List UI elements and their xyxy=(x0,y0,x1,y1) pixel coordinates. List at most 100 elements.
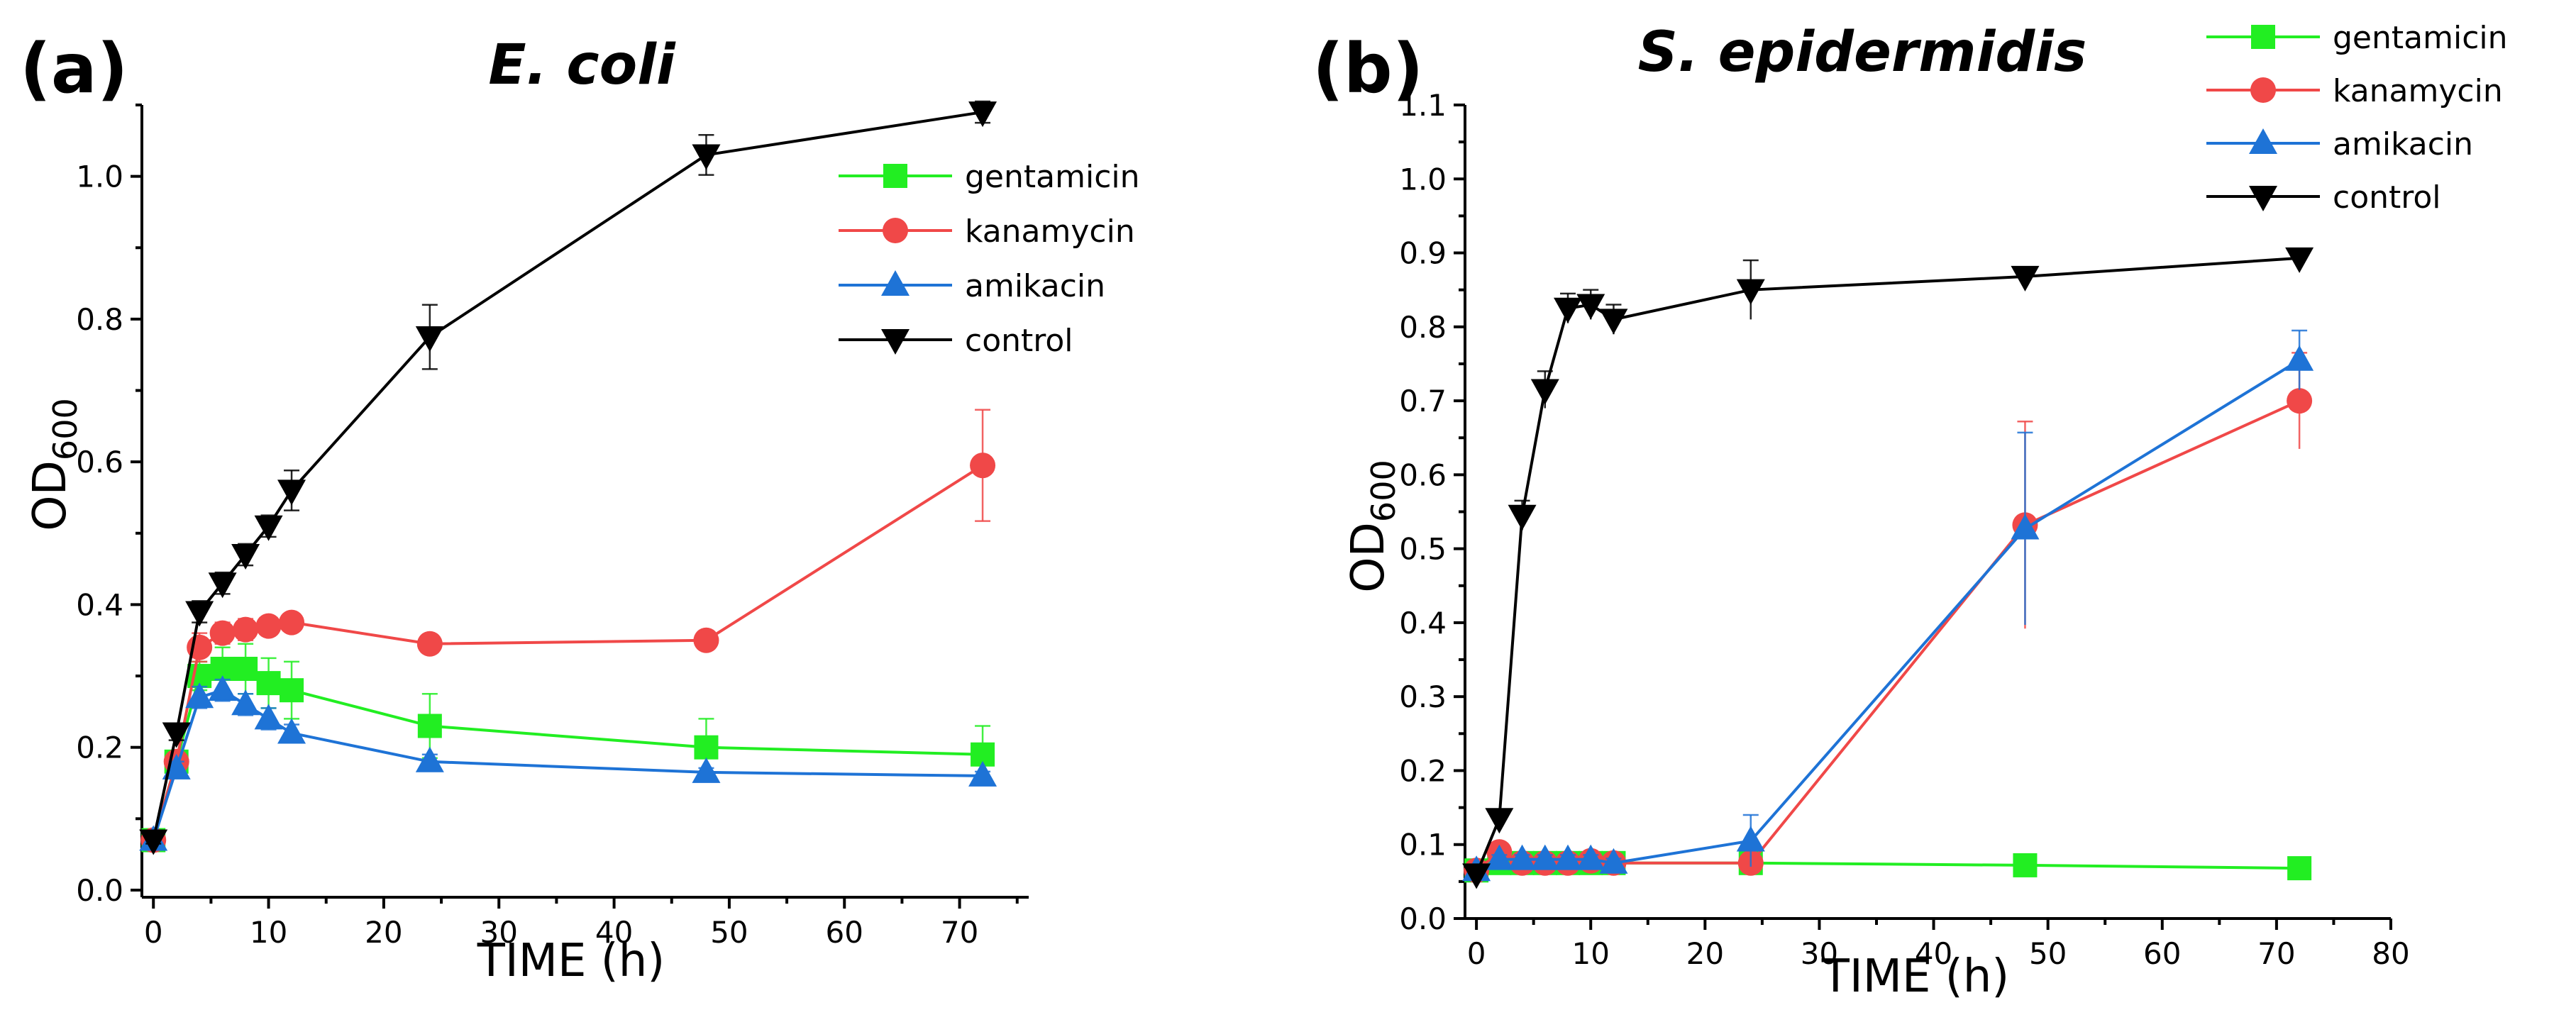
panel-b-series-amikacin xyxy=(1462,329,2314,882)
panel-a-kanamycin-point xyxy=(233,616,259,643)
panel-b-x-tick-label: 30 xyxy=(1801,936,1838,971)
panel-a-chart: (a) E. coli 0 10 20 30 40 50 60 700.00.20.40.60… xyxy=(20,29,1140,987)
panel-b-x-tick-label: 10 xyxy=(1571,936,1609,971)
panel-b-control-point xyxy=(1736,279,1765,305)
panel-a-control-point xyxy=(415,326,444,353)
panel-b-control-point xyxy=(1576,294,1605,320)
panel-b-series-control xyxy=(1462,247,2314,889)
panel-a-x-tick-label: 40 xyxy=(595,915,633,950)
panel-b-y-tick-label: 0.6 xyxy=(1399,457,1447,492)
panel-b-y-tick-label: 0.9 xyxy=(1399,236,1447,271)
panel-b-gentamicin-point xyxy=(2013,853,2038,877)
panel-b-y-tick-label: 0.8 xyxy=(1399,310,1447,345)
panel-a-amikacin-point xyxy=(231,689,260,716)
panel-b-legend-label-gentamicin: gentamicin xyxy=(2333,20,2508,56)
panel-b-amikacin-point xyxy=(1599,848,1628,874)
panel-b-amikacin-point xyxy=(2011,514,2040,540)
panel-b-title: S. epidermidis xyxy=(1638,21,2087,84)
panel-a-y-tick-label: 0.6 xyxy=(76,445,123,479)
panel-a-control-point xyxy=(185,601,214,627)
panel-a-control-point xyxy=(254,515,283,541)
panel-a-y-tick-label: 0.0 xyxy=(76,873,123,908)
panel-a-legend-label-kanamycin: kanamycin xyxy=(965,213,1135,250)
panel-a-amikacin-point xyxy=(254,704,283,730)
panel-a-amikacin-point xyxy=(185,682,214,709)
panel-a-kanamycin-point xyxy=(416,631,443,657)
panel-b-y-tick-label: 0.4 xyxy=(1399,606,1447,640)
panel-a-amikacin-point xyxy=(968,760,997,787)
panel-b-x-tick-label: 40 xyxy=(1915,936,1952,971)
panel-b-y-tick-label: 0.0 xyxy=(1399,901,1447,936)
panel-b-kanamycin-point xyxy=(2287,388,2313,414)
panel-a-x-tick-label: 0 xyxy=(144,915,163,950)
panel-a-legend-label-control: control xyxy=(965,323,1073,359)
panel-a-amikacin-point xyxy=(692,757,721,783)
panel-a-title: E. coli xyxy=(488,33,676,97)
panel-a-x-tick-label: 30 xyxy=(480,915,518,950)
panel-b-y-tick-label: 0.7 xyxy=(1399,384,1447,418)
panel-b-control-point xyxy=(1554,297,1582,323)
panel-a-legend-marker-amikacin xyxy=(881,270,910,296)
panel-b-y-axis-title-main: OD xyxy=(1342,522,1395,593)
panel-b-amikacin-point xyxy=(1554,844,1582,870)
panel-a-y-tick-label: 0.4 xyxy=(76,587,123,622)
panel-b-x-tick-label: 0 xyxy=(1467,936,1486,971)
panel-a-control-point xyxy=(692,144,721,170)
panel-a-control-point xyxy=(277,479,306,506)
panel-b-amikacin-point xyxy=(1736,826,1765,852)
panel-b-y-tick-label: 0.5 xyxy=(1399,532,1447,567)
panel-b-amikacin-point xyxy=(1485,844,1514,870)
panel-a-x-tick-label: 50 xyxy=(710,915,748,950)
panel-a-series-kanamycin xyxy=(140,409,996,853)
panel-b-legend: gentamicin kanamycin amikacin control xyxy=(2206,20,2508,216)
panel-b-y-tick-label: 1.1 xyxy=(1399,88,1447,123)
panel-a-amikacin-point xyxy=(415,746,444,772)
panel-a-plot-area: 0 10 20 30 40 50 60 70 0.0 0.2 0.4 0.6 0.8 1.0 gentami… xyxy=(76,100,1140,950)
panel-b-x-tick-label: 50 xyxy=(2029,936,2067,971)
panel-b-y-axis-title: OD600 xyxy=(1342,460,1403,592)
panel-b-x-axis-title: TIME (h) xyxy=(1821,950,2009,1003)
panel-b-legend-label-amikacin: amikacin xyxy=(2333,126,2473,162)
panel-a-y-tick-label: 0.2 xyxy=(76,731,123,765)
panel-a-y-axis-title: OD600 xyxy=(24,398,84,531)
panel-b-amikacin-point xyxy=(2285,345,2314,371)
panel-b-label: (b) xyxy=(1312,29,1423,109)
panel-a-series-control xyxy=(139,100,997,855)
panel-b-x-tick-label: 60 xyxy=(2143,936,2181,971)
panel-a-kanamycin-point xyxy=(209,620,236,646)
panel-b-kanamycin-line xyxy=(1475,399,2300,872)
panel-a-x-tick-label: 70 xyxy=(941,915,978,950)
panel-a-y-tick-label: 0.8 xyxy=(76,302,123,337)
panel-b-amikacin-line xyxy=(1476,359,2301,872)
panel-b-x-tick-label: 80 xyxy=(2372,936,2409,971)
panel-b-y-axis-title-subscript: 600 xyxy=(1364,460,1403,522)
panel-b-control-point xyxy=(1599,309,1628,335)
panel-a-y-axis-title-subscript: 600 xyxy=(46,398,84,460)
panel-b-amikacin-point xyxy=(1576,844,1605,870)
panel-a-control-point xyxy=(968,101,997,128)
panel-b-chart: (b) S. epidermidis 0 10 20 30 40 50 60 70 800.00… xyxy=(1312,20,2508,1003)
panel-b-y-tick-label: 1.0 xyxy=(1399,162,1447,196)
panel-a-x-tick-label: 10 xyxy=(250,915,287,950)
panel-a-legend-label-gentamicin: gentamicin xyxy=(965,159,1140,195)
panel-a-legend-marker-kanamycin xyxy=(883,218,908,243)
panel-a-control-point xyxy=(162,722,191,748)
panel-b-legend-label-kanamycin: kanamycin xyxy=(2333,73,2503,109)
panel-a-control-point xyxy=(208,572,237,599)
panel-b-y-tick-label: 0.1 xyxy=(1399,828,1447,862)
panel-a-kanamycin-point xyxy=(693,627,719,653)
panel-a-legend-marker-control xyxy=(881,329,910,355)
panel-a-gentamicin-point xyxy=(233,656,258,681)
panel-a-legend-marker-gentamicin xyxy=(883,164,907,188)
panel-b-control-point xyxy=(1462,863,1491,889)
panel-a-y-axis-title-main: OD xyxy=(24,460,77,531)
panel-a-control-point xyxy=(231,543,260,570)
panel-b-control-point xyxy=(2011,265,2040,292)
panel-a-label: (a) xyxy=(20,29,128,109)
panel-a-gentamicin-point xyxy=(256,671,281,696)
panel-a-x-tick-label: 20 xyxy=(365,915,402,950)
panel-b-amikacin-point xyxy=(1530,844,1559,870)
panel-b-amikacin-point xyxy=(1508,844,1537,870)
panel-b-control-point xyxy=(1530,379,1559,405)
